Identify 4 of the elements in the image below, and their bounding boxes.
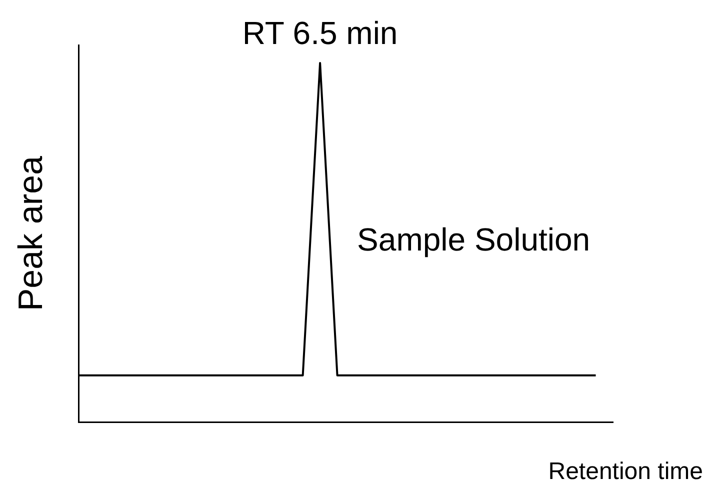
y-axis-title: Peak area xyxy=(12,156,50,311)
annotation: RT 6.5 min xyxy=(242,14,398,51)
series-label: Sample Solution xyxy=(357,221,590,258)
x-axis-title: Retention time xyxy=(548,458,703,486)
